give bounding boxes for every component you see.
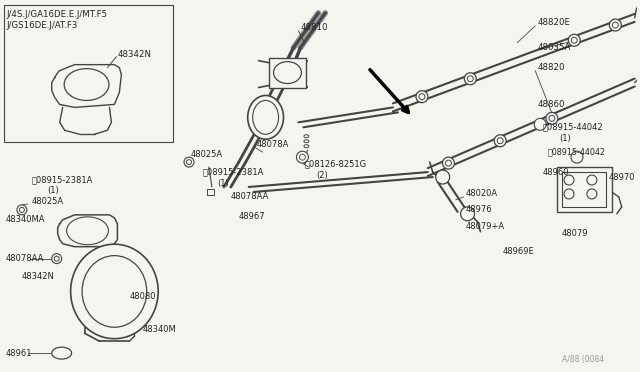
Text: 48342N: 48342N bbox=[117, 50, 152, 59]
Text: (2): (2) bbox=[316, 170, 328, 180]
Circle shape bbox=[54, 256, 59, 261]
Text: Ⓦ08915-44042: Ⓦ08915-44042 bbox=[547, 148, 605, 157]
Text: 48025A: 48025A bbox=[32, 198, 64, 206]
Text: Ⓦ08915-2381A: Ⓦ08915-2381A bbox=[203, 167, 264, 177]
Ellipse shape bbox=[248, 96, 284, 139]
Circle shape bbox=[465, 73, 476, 85]
Text: Ⓦ08915-44042: Ⓦ08915-44042 bbox=[542, 123, 603, 132]
Circle shape bbox=[571, 151, 583, 163]
Text: 48080: 48080 bbox=[129, 292, 156, 301]
Text: Ⓦ08915-2381A: Ⓦ08915-2381A bbox=[32, 176, 93, 185]
Ellipse shape bbox=[64, 68, 109, 100]
Ellipse shape bbox=[52, 347, 72, 359]
Circle shape bbox=[436, 170, 450, 184]
Text: 48961: 48961 bbox=[6, 349, 33, 357]
Bar bbox=[207, 189, 214, 195]
Ellipse shape bbox=[304, 140, 309, 143]
Bar bbox=[562, 172, 606, 207]
Text: (1): (1) bbox=[217, 179, 228, 187]
Text: 48810: 48810 bbox=[300, 23, 328, 32]
Circle shape bbox=[587, 175, 597, 185]
Circle shape bbox=[497, 138, 503, 144]
Circle shape bbox=[461, 207, 474, 221]
Circle shape bbox=[300, 154, 305, 160]
Ellipse shape bbox=[253, 100, 278, 134]
Text: 48969E: 48969E bbox=[502, 247, 534, 256]
Bar bbox=[4, 5, 173, 142]
Bar bbox=[269, 58, 307, 87]
Text: 48035A: 48035A bbox=[537, 43, 570, 52]
Text: A/88 (0084: A/88 (0084 bbox=[562, 355, 604, 363]
Circle shape bbox=[442, 157, 454, 169]
Text: 48820: 48820 bbox=[537, 63, 564, 72]
Text: (1): (1) bbox=[48, 186, 60, 195]
Ellipse shape bbox=[67, 217, 108, 245]
Text: J/GS16DE.J/AT.F3: J/GS16DE.J/AT.F3 bbox=[6, 21, 77, 31]
Text: 48079: 48079 bbox=[562, 229, 589, 238]
Bar bbox=[557, 167, 612, 212]
Circle shape bbox=[19, 207, 24, 212]
Ellipse shape bbox=[70, 244, 158, 339]
Text: 48025A: 48025A bbox=[191, 150, 223, 159]
Text: 48078AA: 48078AA bbox=[231, 192, 269, 202]
Circle shape bbox=[564, 189, 574, 199]
Circle shape bbox=[296, 151, 308, 163]
Text: 48078A: 48078A bbox=[257, 140, 289, 149]
Text: 48967: 48967 bbox=[239, 212, 266, 221]
Circle shape bbox=[609, 19, 621, 31]
Circle shape bbox=[17, 205, 27, 215]
Circle shape bbox=[572, 37, 577, 43]
Circle shape bbox=[494, 135, 506, 147]
Circle shape bbox=[612, 22, 618, 28]
Circle shape bbox=[467, 76, 473, 82]
Text: 48342N: 48342N bbox=[22, 272, 55, 281]
Circle shape bbox=[184, 157, 194, 167]
Circle shape bbox=[568, 34, 580, 46]
Text: 48976: 48976 bbox=[465, 205, 492, 214]
Circle shape bbox=[52, 254, 61, 264]
Text: 48340M: 48340M bbox=[142, 325, 176, 334]
Circle shape bbox=[546, 112, 558, 124]
Circle shape bbox=[416, 91, 428, 103]
Text: 48860: 48860 bbox=[537, 100, 564, 109]
Circle shape bbox=[419, 94, 425, 100]
Text: 48079+A: 48079+A bbox=[465, 222, 505, 231]
Text: 48820E: 48820E bbox=[537, 18, 570, 28]
Circle shape bbox=[534, 118, 546, 130]
Text: 48340MA: 48340MA bbox=[6, 215, 45, 224]
Text: Ⓑ08126-8251G: Ⓑ08126-8251G bbox=[305, 160, 367, 169]
Text: 48078AA: 48078AA bbox=[6, 254, 44, 263]
Text: (1): (1) bbox=[559, 134, 571, 143]
Circle shape bbox=[564, 175, 574, 185]
Text: 48020A: 48020A bbox=[465, 189, 498, 198]
Text: 48970: 48970 bbox=[609, 173, 636, 182]
Ellipse shape bbox=[304, 145, 309, 148]
Circle shape bbox=[186, 160, 191, 165]
Ellipse shape bbox=[304, 135, 309, 138]
Text: J/4S.J/GA16DE.E.J/MT.F5: J/4S.J/GA16DE.E.J/MT.F5 bbox=[6, 10, 107, 19]
Text: 48960: 48960 bbox=[542, 167, 569, 177]
Ellipse shape bbox=[273, 62, 301, 84]
Ellipse shape bbox=[82, 256, 147, 327]
Circle shape bbox=[549, 115, 555, 121]
Circle shape bbox=[587, 189, 597, 199]
Circle shape bbox=[445, 160, 451, 166]
